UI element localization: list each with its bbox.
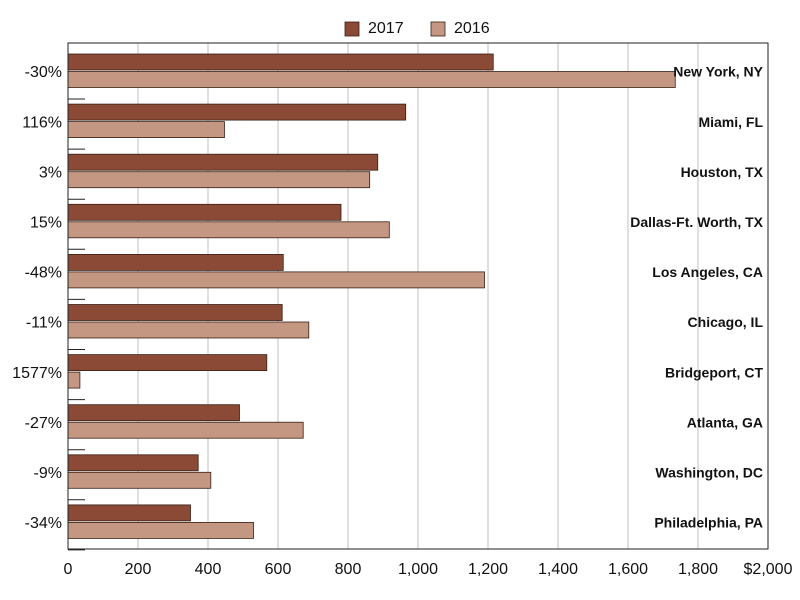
city-label: Philadelphia, PA bbox=[654, 515, 763, 531]
x-tick-label: 400 bbox=[195, 561, 222, 578]
bar-2016-0 bbox=[67, 71, 676, 88]
bars bbox=[67, 53, 676, 539]
city-label: New York, NY bbox=[673, 64, 763, 80]
change-label: 116% bbox=[22, 114, 62, 131]
legend-swatch-2017 bbox=[344, 21, 360, 37]
x-tick-label: 1,400 bbox=[538, 561, 578, 578]
change-label: 15% bbox=[30, 215, 62, 232]
x-tick-label: 1,600 bbox=[608, 561, 648, 578]
change-label: -9% bbox=[34, 465, 62, 482]
change-labels: -30% 116% 3% 15% -48% -11% 1577% -27% -9% -34% bbox=[12, 64, 62, 532]
change-label: -34% bbox=[25, 515, 62, 532]
city-label: Dallas-Ft. Worth, TX bbox=[630, 214, 763, 230]
x-tick-label: 0 bbox=[64, 561, 73, 578]
bar-2016-2 bbox=[67, 171, 371, 189]
city-label: Houston, TX bbox=[681, 164, 764, 180]
change-label: -27% bbox=[25, 415, 62, 432]
city-label: Bridgeport, CT bbox=[665, 364, 763, 380]
bar-2017-1 bbox=[67, 103, 407, 121]
change-label: 3% bbox=[39, 164, 62, 181]
x-tick-label: 600 bbox=[265, 561, 292, 578]
city-labels: New York, NY Miami, FL Houston, TX Dallas-F… bbox=[630, 64, 763, 531]
bar-2016-4 bbox=[67, 271, 485, 289]
city-label: Chicago, IL bbox=[688, 314, 764, 330]
legend-label-2016: 2016 bbox=[454, 20, 490, 37]
city-label: Washington, DC bbox=[655, 465, 763, 481]
bar-2017-4 bbox=[67, 253, 284, 271]
city-label: Miami, FL bbox=[698, 114, 763, 130]
x-tick-label: $2,000 bbox=[744, 561, 793, 578]
city-label: Los Angeles, CA bbox=[652, 264, 763, 280]
bar-2017-0 bbox=[67, 53, 494, 71]
x-tick-label: 200 bbox=[125, 561, 152, 578]
bar-2017-2 bbox=[67, 153, 379, 171]
change-label: -11% bbox=[26, 315, 62, 332]
x-axis-ticks: 0 200 400 600 800 1,000 1,200 1,400 1,600 1,800 $2… bbox=[64, 561, 793, 578]
bar-2017-7 bbox=[67, 404, 240, 422]
category-ticks bbox=[68, 98, 85, 551]
bar-2016-7 bbox=[67, 421, 304, 439]
city-label: Atlanta, GA bbox=[687, 414, 763, 430]
x-tick-label: 800 bbox=[335, 561, 362, 578]
legend-swatch-2016 bbox=[430, 21, 446, 37]
bar-2017-9 bbox=[67, 504, 191, 522]
bar-2016-3 bbox=[67, 221, 390, 239]
legend: 2017 2016 bbox=[344, 20, 490, 37]
bar-2017-8 bbox=[67, 454, 199, 472]
change-label: -48% bbox=[25, 265, 62, 282]
x-tick-label: 1,800 bbox=[678, 561, 718, 578]
bar-2016-5 bbox=[67, 321, 310, 339]
bar-2016-1 bbox=[67, 121, 225, 138]
change-label: -30% bbox=[25, 64, 62, 81]
bar-2017-3 bbox=[67, 203, 342, 221]
bar-2017-6 bbox=[67, 354, 268, 372]
bar-2016-6 bbox=[67, 371, 81, 389]
plot-frame bbox=[67, 42, 769, 550]
x-tick-label: 1,000 bbox=[398, 561, 438, 578]
x-tick-label: 1,200 bbox=[468, 561, 508, 578]
legend-label-2017: 2017 bbox=[368, 20, 404, 37]
change-label: 1577% bbox=[12, 365, 62, 382]
bar-2016-8 bbox=[67, 471, 212, 489]
bar-2016-9 bbox=[67, 522, 254, 539]
bar-2017-5 bbox=[67, 304, 283, 321]
